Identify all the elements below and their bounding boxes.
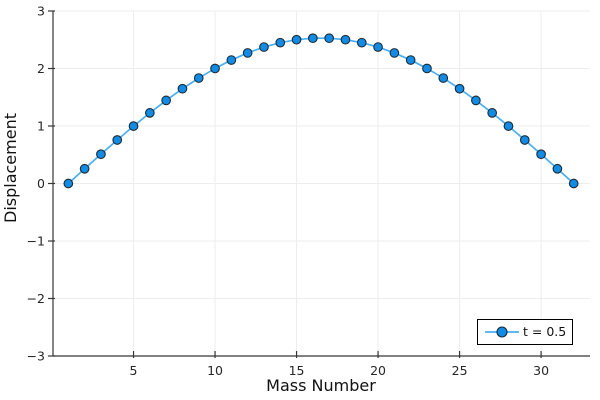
- x-axis-title: Mass Number: [266, 376, 376, 395]
- data-point-marker: [79, 163, 90, 174]
- y-tick-label: −3: [27, 348, 45, 363]
- legend: t = 0.5: [477, 319, 573, 345]
- gridlines: [53, 10, 590, 357]
- data-point-marker: [487, 108, 498, 118]
- data-point-marker: [275, 37, 286, 48]
- legend-marker-icon: [485, 326, 519, 338]
- data-point-marker: [536, 149, 546, 160]
- y-tick-label: 0: [37, 176, 45, 191]
- data-point-marker: [144, 108, 155, 118]
- data-point-marker: [210, 63, 220, 74]
- data-point-marker: [552, 163, 563, 174]
- data-point-marker: [356, 37, 367, 48]
- data-point-marker: [291, 34, 302, 45]
- legend-series-label: t = 0.5: [523, 323, 567, 339]
- data-point-marker: [503, 121, 514, 131]
- data-series: [63, 33, 579, 189]
- data-point-marker: [242, 48, 253, 58]
- data-point-marker: [177, 83, 188, 94]
- x-tick-label: 15: [289, 363, 305, 378]
- data-point-marker: [96, 149, 106, 160]
- data-point-marker: [128, 121, 139, 131]
- data-point-marker: [340, 34, 351, 45]
- series-line: [67, 37, 575, 185]
- data-point-marker: [454, 83, 465, 94]
- y-tick-label: 1: [37, 118, 45, 133]
- data-point-marker: [389, 48, 400, 58]
- y-axis-title: Displacement: [1, 113, 20, 223]
- y-tick-label: 2: [37, 61, 45, 76]
- data-point-marker: [63, 178, 74, 189]
- data-point-marker: [471, 95, 481, 106]
- x-tick-label: 30: [533, 363, 549, 378]
- data-point-marker: [161, 95, 171, 106]
- data-point-marker: [259, 42, 269, 52]
- y-tick-label: −2: [27, 291, 45, 306]
- data-point-marker: [193, 73, 204, 83]
- x-tick-label: 10: [207, 363, 223, 378]
- data-point-marker: [519, 135, 530, 145]
- y-tick-label: −1: [27, 233, 45, 248]
- data-point-marker: [422, 63, 432, 74]
- y-tick-label: 3: [37, 3, 45, 18]
- axes: 5 10 15 20 25 30 −3 −2 −1 0 1 2 3: [27, 3, 590, 378]
- x-tick-label: 20: [370, 363, 386, 378]
- x-tick-label: 25: [452, 363, 468, 378]
- data-point-marker: [405, 55, 416, 65]
- data-point-marker: [373, 42, 383, 52]
- data-point-marker: [324, 33, 335, 44]
- data-point-marker: [438, 73, 449, 83]
- data-point-marker: [308, 33, 318, 44]
- x-tick-label: 5: [130, 363, 138, 378]
- data-point-marker: [568, 178, 579, 189]
- data-point-marker: [226, 55, 237, 65]
- data-point-marker: [112, 135, 123, 145]
